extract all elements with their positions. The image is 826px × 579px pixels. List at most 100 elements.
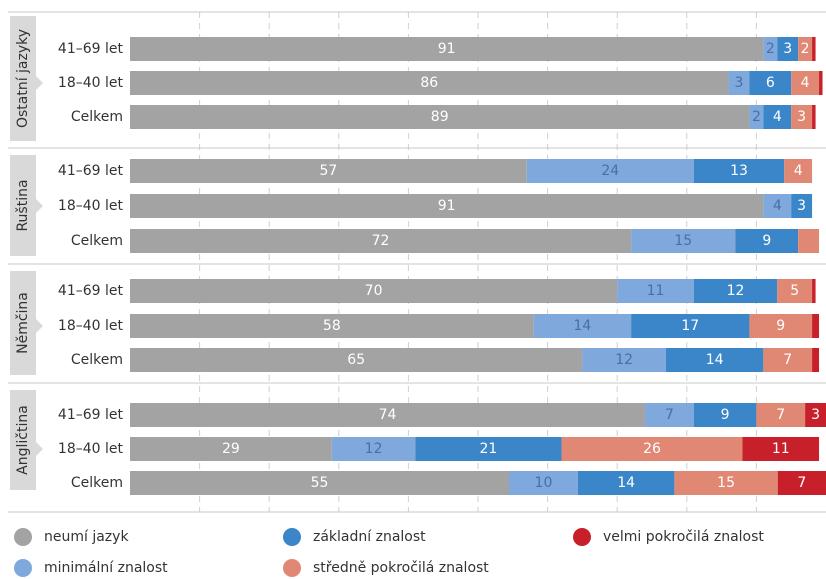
category-label: 41–69 let — [58, 163, 124, 179]
category-label: 41–69 let — [58, 283, 124, 299]
value-label: 21 — [480, 441, 498, 457]
value-label: 12 — [727, 283, 745, 299]
value-label: 91 — [438, 198, 456, 214]
category-label: 41–69 let — [58, 407, 124, 423]
bar-segment — [415, 437, 562, 461]
value-label: 6 — [766, 75, 775, 91]
value-label: 9 — [762, 233, 771, 249]
bar-segment — [812, 279, 816, 303]
value-label: 11 — [772, 441, 790, 457]
bar-segment — [526, 159, 694, 183]
bar-segment — [812, 348, 820, 372]
bar-segment — [130, 437, 332, 461]
bar-segment — [130, 71, 729, 95]
bar-segment — [509, 471, 578, 495]
bar-segment — [791, 105, 813, 129]
bar-segment — [777, 37, 799, 61]
bar-segment — [130, 471, 510, 495]
bar-segment — [130, 37, 764, 61]
bar-segment — [812, 37, 816, 61]
category-label: 18–40 let — [58, 198, 124, 214]
value-label: 14 — [706, 352, 724, 368]
value-label: 4 — [773, 109, 782, 125]
group-label: Angličtina — [15, 405, 31, 475]
value-label: 3 — [783, 41, 792, 57]
bar-segment — [631, 229, 736, 253]
value-label: 7 — [776, 407, 785, 423]
value-label: 74 — [379, 407, 397, 423]
value-label: 11 — [647, 283, 665, 299]
group-tab — [10, 390, 36, 490]
value-label: 14 — [573, 318, 591, 334]
bar-segment — [749, 105, 764, 129]
value-label: 55 — [311, 475, 329, 491]
bar-segment — [756, 403, 806, 427]
bar-segment — [617, 279, 694, 303]
bar-segment — [798, 37, 813, 61]
group-tab-pointer — [36, 199, 43, 213]
value-label: 4 — [801, 75, 810, 91]
group-tab-pointer — [36, 76, 43, 90]
bar-segment — [728, 71, 750, 95]
category-label: 18–40 let — [58, 318, 124, 334]
value-label: 86 — [420, 75, 438, 91]
bar-segment — [763, 37, 778, 61]
value-label: 3 — [735, 75, 744, 91]
value-label: 57 — [319, 163, 337, 179]
bar-segment — [777, 279, 813, 303]
bar-segment — [693, 159, 785, 183]
bar-segment — [130, 279, 618, 303]
value-label: 89 — [431, 109, 449, 125]
value-label: 9 — [721, 407, 730, 423]
bar-segment — [674, 471, 778, 495]
value-label: 7 — [665, 407, 674, 423]
bar-segment — [331, 437, 416, 461]
group-tab-pointer — [36, 442, 43, 456]
value-label: 4 — [773, 198, 782, 214]
bar-segment — [130, 159, 527, 183]
value-label: 2 — [801, 41, 810, 57]
bar-segment — [130, 105, 750, 129]
value-label: 15 — [717, 475, 735, 491]
bar-segment — [749, 314, 813, 338]
bar-segment — [582, 348, 666, 372]
value-label: 7 — [783, 352, 792, 368]
bar-segment — [130, 314, 534, 338]
value-label: 15 — [674, 233, 692, 249]
bar-segment — [791, 71, 820, 95]
category-label: Celkem — [71, 233, 123, 249]
bar-segment — [819, 71, 823, 95]
group-tab — [10, 271, 36, 375]
value-label: 3 — [797, 198, 806, 214]
bar-segment — [784, 159, 813, 183]
bar-segment — [130, 229, 632, 253]
value-label: 10 — [535, 475, 553, 491]
bar-segment — [805, 403, 826, 427]
bar-segment — [693, 403, 757, 427]
bar-segment — [763, 194, 792, 218]
category-label: Celkem — [71, 109, 123, 125]
group-tab — [10, 155, 36, 256]
bar-segment — [742, 437, 820, 461]
bar-segment — [130, 403, 646, 427]
value-label: 7 — [797, 475, 806, 491]
bar-segment — [665, 348, 764, 372]
bar-segment — [693, 279, 778, 303]
value-label: 14 — [617, 475, 635, 491]
bar-segment — [812, 314, 820, 338]
value-label: 58 — [323, 318, 341, 334]
bar-segment — [777, 471, 826, 495]
group-label: Ostatní jazyky — [15, 29, 31, 128]
category-label: 18–40 let — [58, 75, 124, 91]
value-label: 65 — [347, 352, 365, 368]
value-label: 12 — [365, 441, 383, 457]
group-tab-pointer — [36, 319, 43, 333]
bar-segment — [763, 348, 813, 372]
value-label: 72 — [372, 233, 390, 249]
bar-segment — [791, 194, 813, 218]
bar-segment — [631, 314, 750, 338]
bar-segment — [749, 71, 792, 95]
value-label: 12 — [615, 352, 633, 368]
value-label: 91 — [438, 41, 456, 57]
